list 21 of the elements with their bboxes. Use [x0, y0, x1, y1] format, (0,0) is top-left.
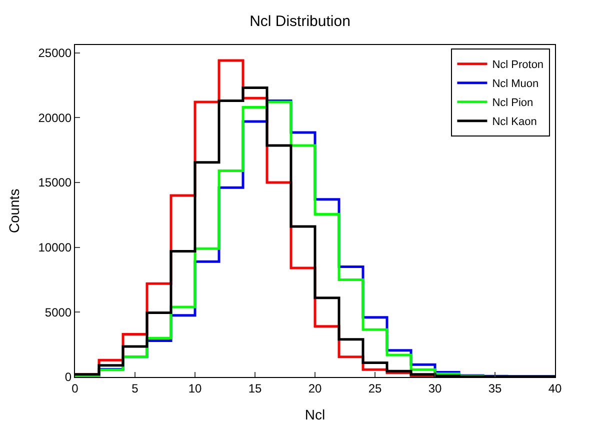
- chart-title: Ncl Distribution: [250, 12, 350, 30]
- legend-label: Ncl Pion: [492, 97, 534, 110]
- x-axis-title: Ncl: [304, 406, 326, 423]
- y-tick-label: 0: [64, 370, 72, 384]
- y-tick-label: 5000: [44, 305, 72, 320]
- legend-label: Ncl Proton: [492, 59, 544, 72]
- legend-label: Ncl Kaon: [492, 116, 537, 128]
- y-tick-label: 15000: [38, 176, 72, 190]
- y-tick-label: 20000: [38, 110, 72, 125]
- x-tick-label: 25: [368, 381, 382, 396]
- x-tick-label: 20: [308, 381, 322, 396]
- x-tick-label: 35: [488, 381, 502, 396]
- x-tick-label: 10: [188, 381, 202, 396]
- x-tick-label: 40: [548, 381, 562, 396]
- x-tick-label: 30: [428, 381, 442, 396]
- y-tick-label: 10000: [38, 240, 72, 255]
- legend-label: Ncl Muon: [492, 78, 539, 90]
- y-axis-title: Counts: [6, 188, 22, 234]
- y-tick-label: 25000: [38, 46, 72, 60]
- x-tick-label: 5: [132, 381, 139, 396]
- x-tick-label: 15: [248, 381, 262, 396]
